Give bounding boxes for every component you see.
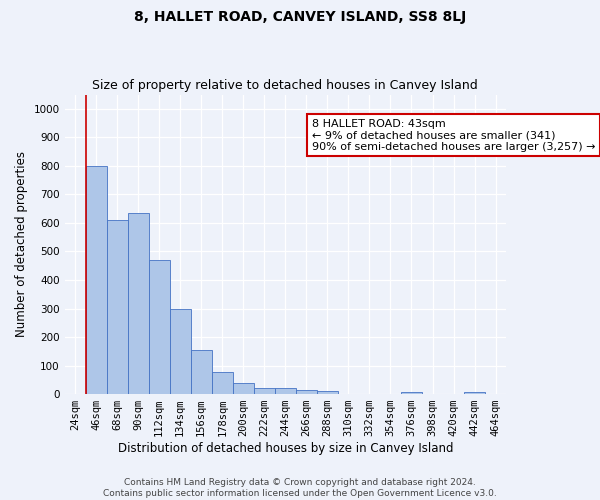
Bar [212,372,233,394]
Bar [86,166,107,394]
Bar [128,213,149,394]
Bar [233,382,254,394]
Bar [401,392,422,394]
Bar [191,350,212,394]
Bar [464,392,485,394]
Bar [275,388,296,394]
Y-axis label: Number of detached properties: Number of detached properties [15,152,28,338]
Text: Contains HM Land Registry data © Crown copyright and database right 2024.
Contai: Contains HM Land Registry data © Crown c… [103,478,497,498]
Bar [149,260,170,394]
Bar [317,391,338,394]
Text: 8 HALLET ROAD: 43sqm
← 9% of detached houses are smaller (341)
90% of semi-detac: 8 HALLET ROAD: 43sqm ← 9% of detached ho… [312,118,595,152]
Bar [254,388,275,394]
Bar [107,220,128,394]
Bar [170,308,191,394]
Title: Size of property relative to detached houses in Canvey Island: Size of property relative to detached ho… [92,79,478,92]
X-axis label: Distribution of detached houses by size in Canvey Island: Distribution of detached houses by size … [118,442,453,455]
Bar [296,390,317,394]
Text: 8, HALLET ROAD, CANVEY ISLAND, SS8 8LJ: 8, HALLET ROAD, CANVEY ISLAND, SS8 8LJ [134,10,466,24]
